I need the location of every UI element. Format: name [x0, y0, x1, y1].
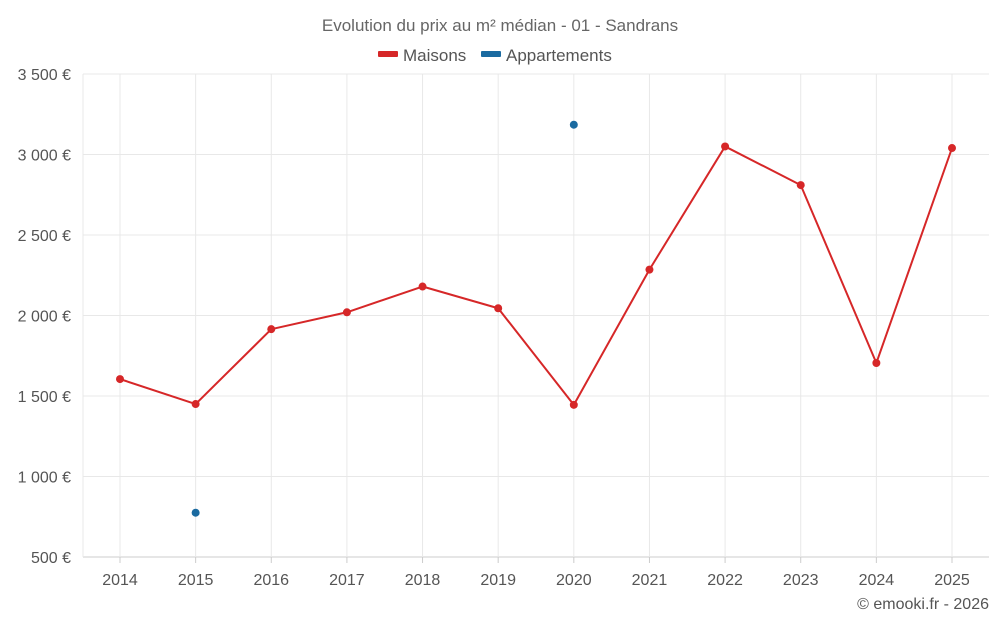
x-tick-label: 2022 [707, 572, 743, 589]
x-tick-label: 2016 [253, 572, 289, 589]
y-tick-label: 3 000 € [18, 148, 71, 165]
y-tick-label: 2 000 € [18, 309, 71, 326]
data-point-maisons[interactable] [948, 144, 956, 153]
x-tick-label: 2018 [405, 572, 441, 589]
y-tick-label: 500 € [31, 550, 71, 567]
series-layer [116, 120, 956, 517]
data-point-maisons[interactable] [796, 181, 805, 190]
x-tick-label: 2017 [329, 572, 365, 589]
data-point-maisons[interactable] [721, 142, 730, 151]
x-tick-label: 2019 [480, 572, 516, 589]
legend: Maisons Appartements [378, 46, 612, 65]
legend-item-maisons[interactable]: Maisons [378, 46, 466, 65]
x-tick-label: 2020 [556, 572, 592, 589]
legend-label-maisons: Maisons [403, 46, 466, 65]
legend-swatch-maisons [378, 51, 398, 57]
data-point-maisons[interactable] [872, 358, 881, 367]
grid [82, 73, 989, 558]
data-point-maisons[interactable] [418, 282, 427, 291]
data-point-maisons[interactable] [116, 375, 124, 384]
y-axis: 500 € 1 000 € 1 500 € 2 000 € 2 500 € 3 000 €… [18, 67, 71, 567]
data-point-appartements[interactable] [191, 508, 200, 517]
legend-label-appartements: Appartements [506, 46, 612, 65]
data-point-maisons[interactable] [342, 308, 351, 317]
credit-text: © emooki.fr - 2026 [857, 596, 989, 613]
legend-swatch-appartements [481, 51, 501, 57]
y-tick-label: 1 000 € [18, 470, 71, 487]
data-point-maisons[interactable] [645, 265, 654, 274]
data-point-appartements[interactable] [569, 120, 578, 129]
x-tick-label: 2021 [632, 572, 668, 589]
y-tick-label: 1 500 € [18, 389, 71, 406]
data-point-maisons[interactable] [494, 304, 503, 313]
x-tick-label: 2025 [934, 572, 970, 589]
series-line-maisons [119, 145, 953, 406]
x-axis: 2014 2015 2016 2017 2018 2019 2020 2021 2022 2023… [102, 557, 970, 589]
legend-item-appartements[interactable]: Appartements [481, 46, 612, 65]
x-tick-label: 2024 [859, 572, 895, 589]
data-point-maisons[interactable] [267, 325, 276, 334]
y-tick-label: 3 500 € [18, 67, 71, 84]
x-tick-label: 2015 [178, 572, 214, 589]
chart-title: Evolution du prix au m² médian - 01 - Sa… [322, 16, 678, 35]
x-tick-label: 2023 [783, 572, 819, 589]
data-point-maisons[interactable] [569, 400, 578, 409]
x-tick-label: 2014 [102, 572, 138, 589]
data-point-maisons[interactable] [191, 400, 200, 409]
y-tick-label: 2 500 € [18, 228, 71, 245]
